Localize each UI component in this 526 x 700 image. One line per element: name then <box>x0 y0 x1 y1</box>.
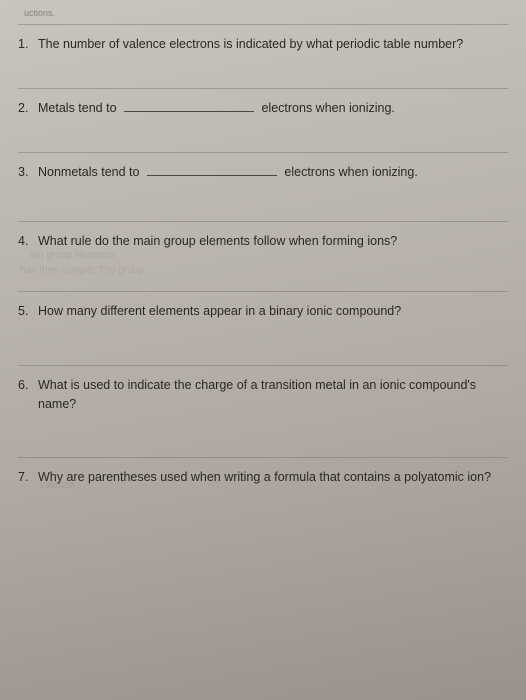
question-suffix: electrons when ionizing. <box>258 101 395 115</box>
question-7: 7. Why are parentheses used when writing… <box>18 468 508 487</box>
question-text: How many different elements appear in a … <box>38 302 508 321</box>
divider <box>18 457 508 458</box>
question-prefix: Metals tend to <box>38 101 120 115</box>
question-number: 7. <box>18 468 38 487</box>
question-number: 3. <box>18 163 38 182</box>
question-text: What rule do the main group elements fol… <box>38 232 508 251</box>
question-6: 6. What is used to indicate the charge o… <box>18 376 508 414</box>
fill-blank[interactable] <box>124 100 254 112</box>
question-text: What is used to indicate the charge of a… <box>38 376 508 414</box>
question-number: 6. <box>18 376 38 414</box>
question-3: 3. Nonmetals tend to electrons when ioni… <box>18 163 508 182</box>
divider <box>18 152 508 153</box>
divider <box>18 221 508 222</box>
divider <box>18 24 508 25</box>
divider <box>18 365 508 366</box>
divider <box>18 88 508 89</box>
question-text: Why are parentheses used when writing a … <box>38 468 508 487</box>
ghost-text: han they compile The group <box>20 265 144 276</box>
question-text: The number of valence electrons is indic… <box>38 35 508 54</box>
question-number: 1. <box>18 35 38 54</box>
question-5: 5. How many different elements appear in… <box>18 302 508 321</box>
question-suffix: electrons when ionizing. <box>281 165 418 179</box>
question-number: 5. <box>18 302 38 321</box>
divider <box>18 291 508 292</box>
fill-blank[interactable] <box>147 164 277 176</box>
question-number: 2. <box>18 99 38 118</box>
question-4: 4. What rule do the main group elements … <box>18 232 508 251</box>
question-2: 2. Metals tend to electrons when ionizin… <box>18 99 508 118</box>
question-number: 4. <box>18 232 38 251</box>
worksheet-page: uctions. 1. The number of valence electr… <box>0 0 526 700</box>
question-prefix: Nonmetals tend to <box>38 165 143 179</box>
question-text: Metals tend to electrons when ionizing. <box>38 99 508 118</box>
ghost-text: ain group elements <box>30 250 115 261</box>
question-1: 1. The number of valence electrons is in… <box>18 35 508 54</box>
page-top-fragment: uctions. <box>18 8 508 18</box>
question-text: Nonmetals tend to electrons when ionizin… <box>38 163 508 182</box>
